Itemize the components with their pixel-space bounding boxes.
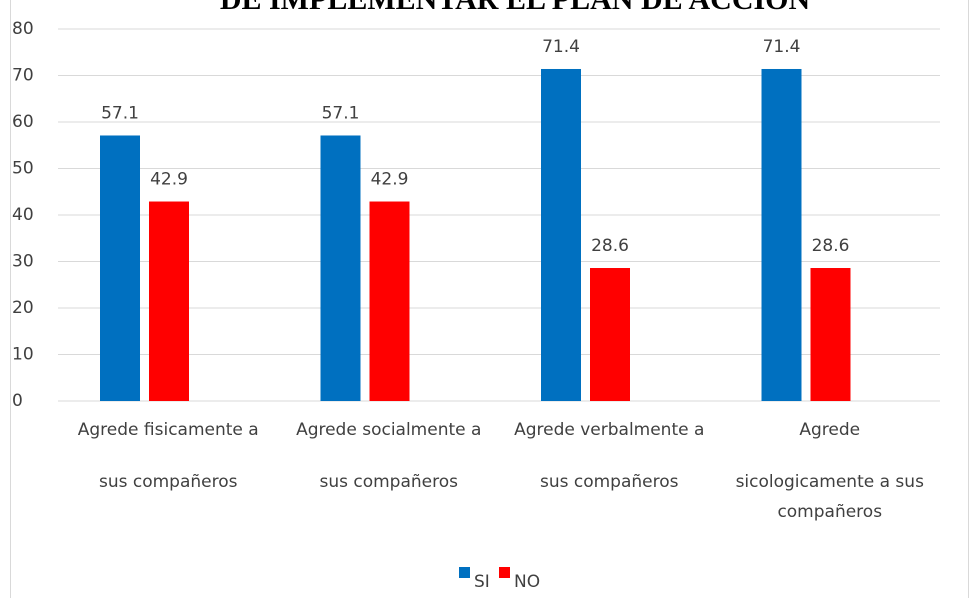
x-tick-label: Agrede: [799, 420, 860, 440]
value-label: 57.1: [322, 103, 360, 123]
y-tick-label: 50: [12, 159, 34, 179]
bar: [541, 68, 581, 402]
bar: [100, 135, 140, 402]
chart-frame: [10, 0, 969, 598]
value-label: 28.6: [591, 236, 629, 256]
chart-title: DE IMPLEMENTAR EL PLAN DE ACCION: [220, 0, 811, 16]
value-label: 57.1: [101, 103, 139, 123]
y-tick-label: 80: [12, 19, 34, 39]
x-tick-label: sus compañeros: [319, 472, 458, 492]
x-tick-label: Agrede verbalmente a: [514, 420, 704, 440]
y-tick-label: 60: [12, 112, 34, 132]
legend-swatch: [499, 567, 510, 578]
y-tick-label: 20: [12, 298, 34, 318]
legend-label: NO: [514, 572, 540, 592]
y-tick-label: 30: [12, 252, 34, 272]
bar: [761, 68, 802, 402]
legend-label: SI: [474, 572, 490, 592]
value-label: 42.9: [371, 170, 409, 190]
x-tick-label: sus compañeros: [540, 472, 679, 492]
value-label: 42.9: [150, 170, 188, 190]
x-tick-label: sus compañeros: [99, 472, 238, 492]
value-label: 71.4: [763, 37, 801, 57]
y-tick-label: 10: [12, 345, 34, 365]
x-tick-label: Agrede socialmente a: [296, 420, 481, 440]
x-tick-label: Agrede fisicamente a: [78, 420, 259, 440]
bar: [369, 201, 410, 401]
y-tick-label: 40: [12, 205, 34, 225]
value-label: 28.6: [812, 236, 850, 256]
x-tick-label: compañeros: [777, 502, 882, 522]
bar: [590, 268, 630, 401]
bar: [149, 201, 189, 401]
legend-swatch: [459, 567, 470, 578]
bar: [320, 135, 361, 402]
bar: [810, 268, 851, 401]
y-tick-label: 70: [12, 66, 34, 86]
x-tick-label: sicologicamente a sus: [736, 472, 925, 492]
y-tick-label: 0: [12, 391, 23, 411]
value-label: 71.4: [542, 37, 580, 57]
